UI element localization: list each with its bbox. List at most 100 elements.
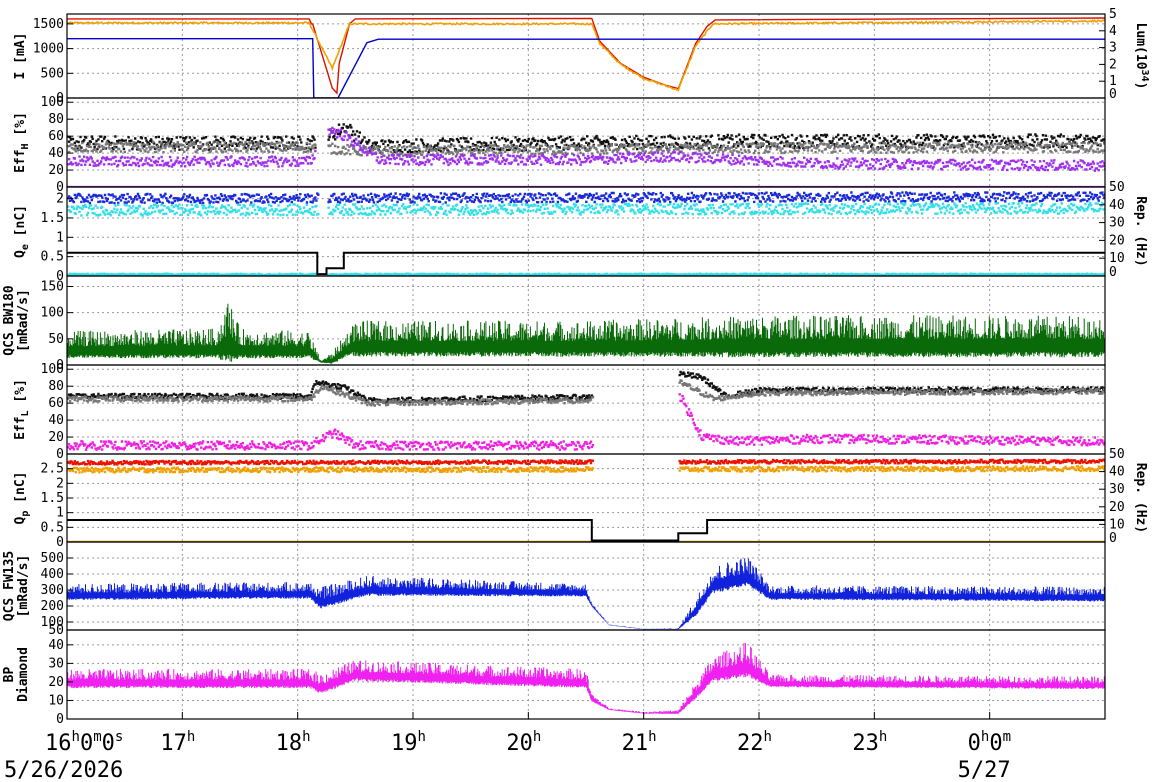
y-tick-label: 0 (56, 91, 64, 106)
time-tick-label: 17h (160, 729, 195, 756)
right-y-tick-label: 30 (1109, 482, 1125, 497)
series-current-0-line (67, 17, 1105, 95)
y-tick-label: 0 (56, 180, 64, 195)
right-axis-title: Rep. (Hz) (1133, 196, 1148, 266)
right-axis-title: Lum(1034) (1133, 23, 1150, 90)
series-bp-0-trace (67, 643, 1105, 714)
series-effh-2-points (67, 126, 1105, 172)
y-tick-label: 0 (56, 358, 64, 373)
y-axis-title: BP (2, 667, 17, 683)
y-tick-label: 40 (48, 638, 64, 653)
series-qe-3-line (67, 251, 1105, 276)
y-tick-label: 20 (48, 675, 64, 690)
series-qcs_bw-0-trace (67, 303, 1105, 364)
right-y-tick-label: 30 (1109, 216, 1125, 231)
panel-frame (66, 629, 1106, 720)
y-tick-label: 80 (48, 379, 64, 394)
right-y-tick-label: 40 (1109, 465, 1125, 480)
panel-effh-data (67, 123, 1105, 187)
y-tick-label: 100 (41, 615, 64, 630)
y-tick-label: 40 (48, 413, 64, 428)
right-y-tick-label: 0 (1109, 531, 1117, 546)
y-tick-label: 1.5 (41, 491, 64, 506)
right-y-tick-label: 4 (1109, 24, 1117, 39)
y-tick-label: 0 (56, 269, 64, 284)
y-tick-label: 0.5 (41, 250, 64, 265)
y-tick-label: 30 (48, 656, 64, 671)
y-axis-title: Qe [nC] (13, 205, 31, 258)
panel-effl: 0 20 40 60 80 100 EffL [%] (13, 362, 1106, 462)
panel-qp-data (67, 458, 1105, 542)
right-y-tick-label: 3 (1109, 41, 1117, 56)
y-axis-title: EffH [%] (13, 112, 31, 173)
series-current-2-line (67, 38, 1105, 98)
y-tick-label: 10 (48, 693, 64, 708)
right-y-tick-label: 40 (1109, 198, 1125, 213)
panel-effl-data (67, 370, 1105, 451)
time-tick-label: 19h (391, 729, 426, 756)
y-tick-label: 500 (41, 551, 64, 566)
y-tick-label: 20 (48, 430, 64, 445)
y-tick-label: 40 (48, 146, 64, 161)
y-tick-label: 1000 (33, 42, 64, 57)
date-label: 5/27 (958, 758, 1011, 782)
series-qcs_fw-0-trace (67, 558, 1105, 630)
panel-qcs_bw: 0 50 100 150 QCS BW180 [mRad/s] (2, 275, 1106, 373)
y-tick-label: 0 (56, 535, 64, 550)
series-qe-0-points (67, 191, 1105, 205)
y-tick-label: 100 (41, 306, 64, 321)
y-tick-label: 20 (48, 163, 64, 178)
y-tick-label: 1 (56, 506, 64, 521)
panel-frame (66, 13, 1106, 99)
y-tick-label: 0.5 (41, 520, 64, 535)
y-tick-label: 2 (56, 476, 64, 491)
right-y-tick-label: 0 (1109, 265, 1117, 280)
y-tick-label: 1 (56, 230, 64, 245)
time-tick-label: 23h (852, 729, 887, 756)
y-axis-title: QCS BW180 (2, 285, 17, 356)
y-axis-title: I [mA] (13, 33, 28, 80)
right-y-tick-label: 20 (1109, 500, 1125, 515)
y-axis-title: QCS FW135 (2, 551, 17, 621)
y-tick-label: 400 (41, 567, 64, 582)
right-axis-title: Rep. (Hz) (1133, 463, 1148, 533)
y-tick-label: 300 (41, 583, 64, 598)
time-gridlines (66, 14, 991, 719)
right-y-tick-label: 50 (1109, 447, 1125, 462)
panel-bp-data (67, 643, 1105, 714)
series-qp-3-line (67, 519, 1105, 542)
time-tick-label: 16h0m0s (45, 729, 123, 756)
right-y-tick-label: 0 (1109, 87, 1117, 102)
y-tick-label: 0 (56, 712, 64, 727)
y-tick-label: 1500 (33, 17, 64, 32)
y-axis-title: [mRad/s] (16, 289, 31, 352)
y-tick-label: 80 (48, 112, 64, 127)
right-y-tick-label: 2 (1109, 57, 1117, 72)
series-effh-0-points (67, 123, 1105, 154)
series-qe-1-points (67, 201, 1105, 217)
series-effl-1-points (67, 379, 1105, 407)
time-tick-label: 18h (276, 729, 311, 756)
right-y-tick-label: 50 (1109, 180, 1125, 195)
panel-effh: 0 20 40 60 80 100 EffH [%] (13, 95, 1106, 195)
y-tick-label: 500 (41, 66, 64, 81)
y-tick-label: 50 (48, 332, 64, 347)
panel-current-data (67, 17, 1105, 98)
right-y-tick-label: 1 (1109, 74, 1117, 89)
y-tick-label: 150 (41, 279, 64, 294)
series-effh-1-points (67, 140, 1105, 158)
series-qp-1-points (67, 458, 1105, 466)
panel-bp: 0 10 20 30 40 BP Diamond (2, 629, 1106, 727)
panel-qe-data (67, 191, 1105, 276)
y-tick-label: 50 (48, 623, 64, 638)
time-tick-label: 20h (506, 729, 541, 756)
y-axis-title: Qp [nC] (13, 472, 31, 525)
date-label: 5/26/2026 (4, 758, 123, 782)
y-axis-title: EffL [%] (13, 379, 31, 440)
time-axis: 16h0m0s 17h 18h 19h 20h 21h 22h 23h 0h0m 5/26/202… (4, 712, 1011, 782)
y-tick-label: 100 (41, 362, 64, 377)
series-effl-0-points (67, 370, 1105, 404)
